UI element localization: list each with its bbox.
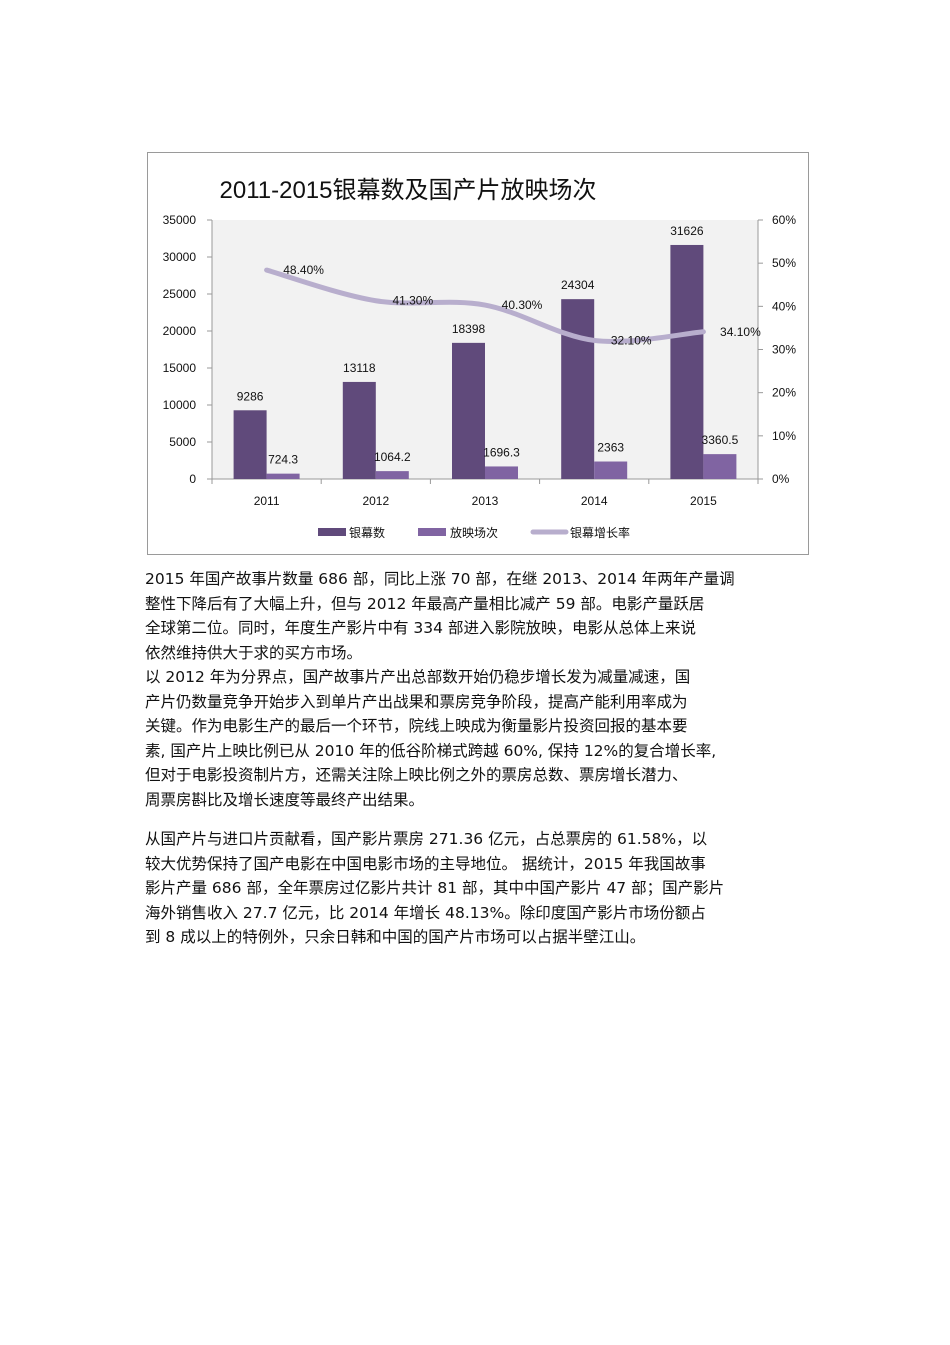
y-left-tick-label: 10000 (163, 398, 197, 412)
text-line: 素, 国产片上映比例已从 2010 年的低谷阶梯式跨越 60%, 保持 12%的… (145, 741, 717, 760)
y-right-tick-label: 40% (772, 299, 796, 313)
legend-swatch-screens (318, 528, 346, 536)
y-left-tick-label: 0 (189, 472, 196, 486)
bar-showings (485, 466, 518, 479)
text-line: 关键。作为电影生产的最后一个环节，院线上映成为衡量影片投资回报的基本要 (145, 717, 688, 735)
text-line: 海外销售收入 27.7 亿元，比 2014 年增长 48.13%。除印度国产影片… (145, 903, 706, 922)
line-data-label: 32.10% (611, 333, 652, 347)
legend-swatch-showings (418, 528, 446, 536)
y-right-tick-label: 10% (772, 429, 796, 443)
text-line: 到 8 成以上的特例外，只余日韩和中国的国产片市场可以占据半壁江山。 (145, 928, 646, 946)
legend-label: 银幕增长率 (570, 525, 630, 540)
bar-data-label: 31626 (670, 224, 704, 238)
paragraph-3: 从国产片与进口片贡献看，国产影片票房 271.36 亿元，占总票房的 61.58… (145, 827, 813, 950)
text-line: 较大优势保持了国产电影在中国电影市场的主导地位。 据统计，2015 年我国故事 (145, 854, 706, 873)
y-right-tick-label: 0% (772, 472, 790, 486)
line-data-label: 34.10% (720, 325, 761, 339)
x-tick-label: 2014 (581, 494, 608, 508)
y-right-tick-label: 60% (772, 213, 796, 227)
x-tick-label: 2011 (254, 494, 280, 508)
bar-data-label: 13118 (343, 361, 376, 375)
bar-screens (452, 342, 485, 479)
bar-showings (703, 454, 737, 479)
bar-showings (594, 461, 628, 479)
y-right-tick-label: 30% (772, 343, 796, 357)
bar-data-label: 3360.5 (702, 433, 739, 447)
y-left-tick-label: 30000 (163, 250, 197, 264)
text-line: 以 2012 年为分界点，国产故事片产出总部数开始仍稳步增长发为减量减速，国 (145, 668, 691, 686)
chart-svg: 2011-2015银幕数及国产片放映场次 0 5000 10000 15000 20000… (163, 177, 797, 540)
x-tick-label: 2012 (362, 494, 389, 508)
chart-container: 2011-2015银幕数及国产片放映场次 0 5000 10000 15000 20000… (147, 152, 809, 555)
x-tick-label: 2013 (472, 494, 499, 508)
x-tick-label: 2015 (690, 494, 717, 508)
bar-data-label: 2363 (597, 441, 624, 455)
text-line: 周票房斟比及增长速度等最终产出结果。 (145, 790, 425, 809)
bar-data-label: 1696.3 (483, 445, 520, 459)
y-left-tick-label: 5000 (169, 435, 196, 449)
y-right-tick-label: 50% (772, 256, 796, 270)
bar-data-label: 18398 (452, 322, 486, 336)
bar-screens (670, 244, 704, 479)
text-line: 整性下降后有了大幅上升，但与 2012 年最高产量相比减产 59 部。电影产量跃… (145, 594, 705, 613)
y-left-tick-label: 35000 (163, 213, 197, 227)
bar-showings (266, 473, 300, 479)
text-line: 影片产量 686 部，全年票房过亿影片共计 81 部，其中中国产影片 47 部；… (145, 879, 725, 897)
legend-label: 银幕数 (349, 525, 385, 540)
text-line: 但对于电影投资制片方，还需关注除上映比例之外的票房总数、票房增长潜力、 (145, 766, 688, 784)
text-line: 从国产片与进口片贡献看，国产影片票房 271.36 亿元，占总票房的 61.58… (145, 830, 708, 848)
line-data-label: 40.30% (502, 298, 543, 312)
legend-label: 放映场次 (450, 525, 498, 540)
bar-screens (233, 410, 267, 479)
paragraph-1: 2015 年国产故事片数量 686 部，同比上涨 70 部，在继 2013、20… (145, 567, 813, 665)
paragraph-2: 以 2012 年为分界点，国产故事片产出总部数开始仍稳步增长发为减量减速，国 产… (145, 665, 813, 812)
text-line: 产片仍数量竞争开始步入到单片产出战果和票房竞争阶段，提高产能利用率成为 (145, 692, 688, 711)
text-line: 全球第二位。同时，年度生产影片中有 334 部进入影院放映，电影从总体上来说 (145, 619, 696, 637)
text-line: 依然维持供大于求的买方市场。 (145, 643, 363, 662)
bar-data-label: 724.3 (268, 453, 298, 467)
bar-screens (561, 299, 595, 479)
bar-screens (342, 381, 376, 479)
line-data-label: 48.40% (283, 263, 324, 277)
text-line: 2015 年国产故事片数量 686 部，同比上涨 70 部，在继 2013、20… (145, 570, 735, 588)
chart-title: 2011-2015银幕数及国产片放映场次 (220, 177, 597, 204)
line-data-label: 41.30% (392, 294, 433, 308)
bar-data-label: 9286 (237, 389, 264, 403)
bar-data-label: 1064.2 (374, 450, 411, 464)
y-left-tick-label: 20000 (163, 324, 197, 338)
bar-data-label: 24304 (561, 278, 595, 292)
bar-showings (375, 471, 409, 479)
y-right-tick-label: 20% (772, 386, 796, 400)
y-left-tick-label: 25000 (163, 287, 197, 301)
growth-rate-line (264, 267, 706, 344)
y-left-tick-label: 15000 (163, 361, 197, 375)
